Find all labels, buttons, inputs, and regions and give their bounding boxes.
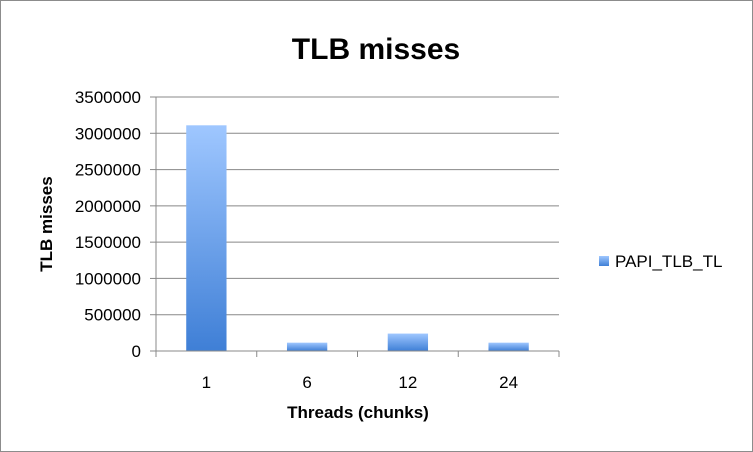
y-tick-label: 2500000 [75, 161, 141, 180]
legend: PAPI_TLB_TL [599, 252, 722, 271]
y-tick-label: 0 [132, 342, 141, 361]
x-tick-label: 1 [202, 373, 211, 392]
chart-title: TLB misses [292, 33, 460, 66]
y-tick-label: 1500000 [75, 233, 141, 252]
x-axis-title: Threads (chunks) [287, 403, 429, 422]
y-tick-label: 1000000 [75, 269, 141, 288]
bars [186, 125, 529, 351]
bar-24 [488, 342, 529, 351]
y-tick-label: 2000000 [75, 197, 141, 216]
legend-swatch [599, 256, 609, 266]
y-axis-title: TLB misses [37, 176, 56, 271]
y-tick-labels: 0 500000 1000000 1500000 2000000 2500000 30000… [75, 88, 141, 361]
axes [155, 97, 560, 357]
bar-12 [387, 333, 429, 351]
bar-1 [186, 125, 227, 351]
y-tick-label: 3000000 [75, 124, 141, 143]
x-tick-label: 12 [398, 373, 417, 392]
bar-6 [286, 342, 328, 351]
y-tick-label: 3500000 [75, 88, 141, 107]
legend-label: PAPI_TLB_TL [615, 252, 722, 271]
y-tick-label: 500000 [84, 306, 141, 325]
x-tick-labels: 1 6 12 24 [202, 373, 518, 392]
x-tick-label: 6 [302, 373, 311, 392]
x-tick-label: 24 [499, 373, 518, 392]
